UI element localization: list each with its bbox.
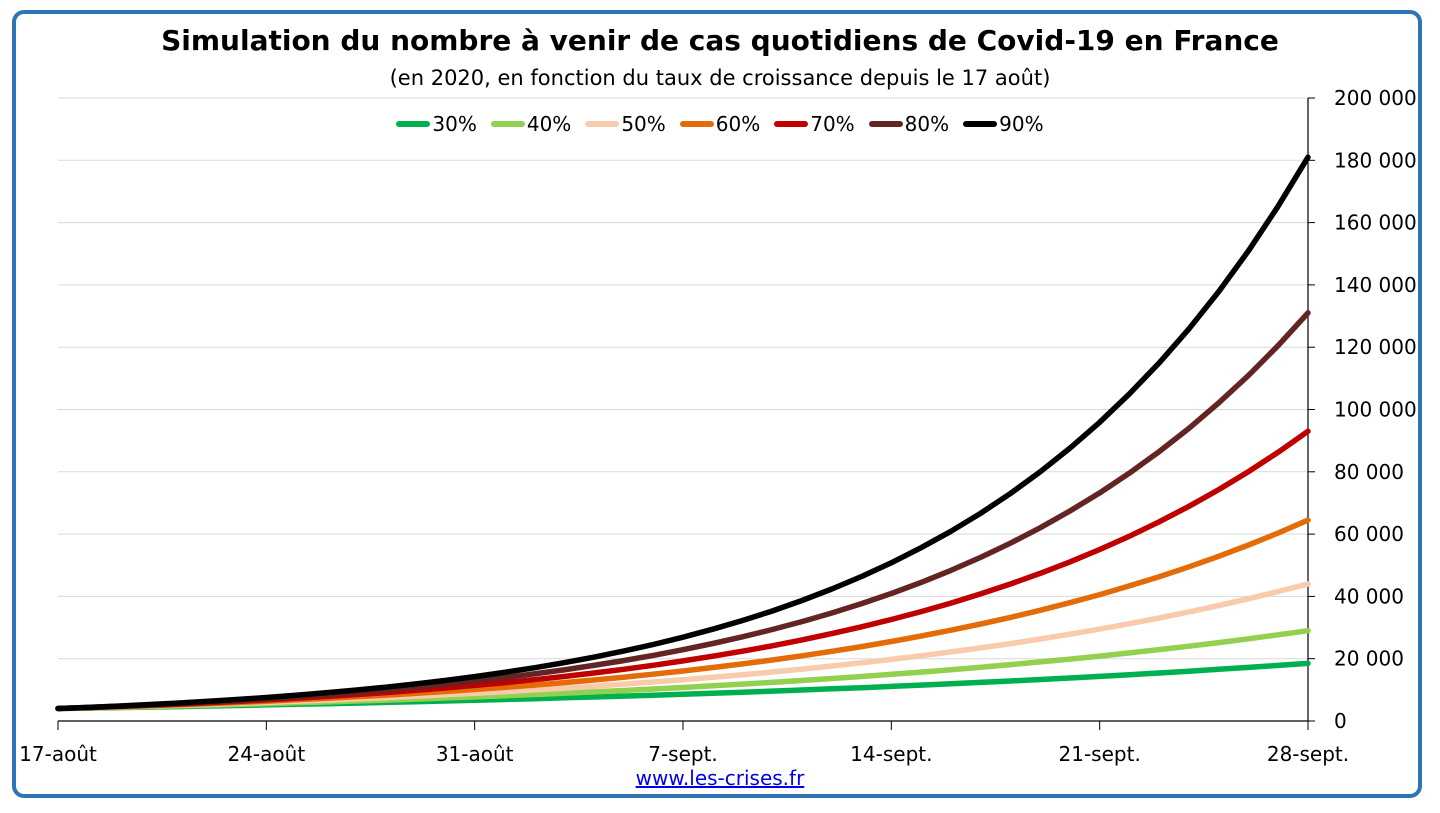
x-tick-label: 17-août [19,742,97,766]
legend-label: 90% [999,112,1044,136]
legend-label: 60% [715,112,761,136]
legend-label: 30% [432,112,477,136]
legend-swatch [396,121,431,127]
legend-swatch [963,121,998,127]
x-axis-tick-labels: 17-août 24-août 31-août 7-sept. 14-sept. 21-s… [19,742,1349,766]
x-tick-label: 24-août [227,742,305,766]
chart-subtitle: (en 2020, en fonction du taux de croissa… [389,66,1051,90]
legend-entry: 60% [679,112,761,136]
y-axis-tick-labels: 0 20 000 40 000 60 000 80 000 100 000 120 000 1… [1334,86,1417,733]
legend-label: 80% [904,112,950,136]
legend-swatch [490,121,525,127]
legend-swatch [585,121,620,127]
y-tick-label: 60 000 [1334,522,1404,546]
y-tick-label: 0 [1334,709,1347,733]
y-tick-label: 120 000 [1334,335,1417,359]
y-tick-label: 180 000 [1334,148,1417,172]
legend-swatch [679,121,714,127]
legend-label: 70% [810,112,855,136]
y-tick-label: 80 000 [1334,460,1404,484]
series-line-80pct [55,310,1311,712]
series-lines [55,154,1311,712]
legend-entry: 40% [490,112,572,136]
source-link[interactable]: www.les-crises.fr [635,766,805,790]
x-tick-label: 28-sept. [1267,742,1349,766]
y-tick-label: 40 000 [1334,584,1404,608]
legend-swatch [774,121,809,127]
y-tick-label: 20 000 [1334,647,1404,671]
x-tick-label: 7-sept. [648,742,718,766]
legend-entry: 80% [868,112,950,136]
legend-label: 50% [621,112,666,136]
axes [57,97,1315,730]
y-tick-label: 140 000 [1334,273,1417,297]
legend-entry: 50% [585,112,666,136]
gridlines [58,97,1308,660]
legend-entry: 90% [963,112,1044,136]
x-tick-label: 31-août [436,742,514,766]
series-line-90pct [55,154,1311,712]
series-line-70pct [55,428,1311,712]
y-tick-label: 100 000 [1334,398,1417,422]
legend-entry: 70% [774,112,855,136]
chart-title: Simulation du nombre à venir de cas quot… [161,24,1279,57]
x-tick-label: 14-sept. [850,742,932,766]
y-tick-label: 200 000 [1334,86,1417,110]
legend-label: 40% [526,112,572,136]
legend-swatch [868,121,903,127]
y-tick-label: 160 000 [1334,211,1417,235]
legend-entry: 30% [396,112,477,136]
chart-legend: 30% 40% 50% 60% 70% 80% 90% [0,112,1440,136]
x-tick-label: 21-sept. [1059,742,1141,766]
